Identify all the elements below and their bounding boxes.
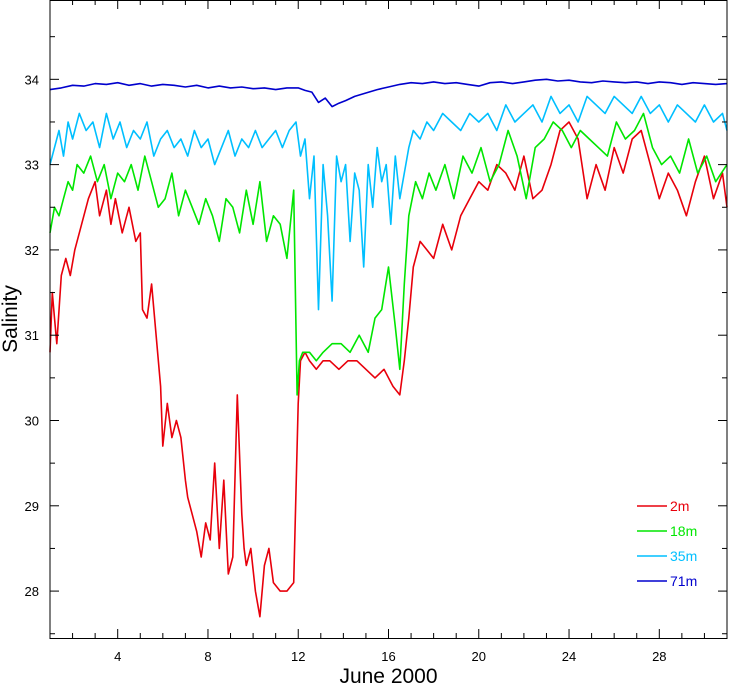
series-line-35m: [49, 95, 728, 311]
y-tick-label: 31: [25, 328, 39, 343]
series-line-71m: [49, 78, 728, 108]
plot-frame: [49, 0, 728, 639]
y-tick-label: 32: [25, 243, 39, 258]
y-tick-label: 33: [25, 158, 39, 173]
x-tick-label: 16: [381, 649, 395, 664]
legend-label-35m: 35m: [670, 548, 697, 564]
x-tick-label: 24: [562, 649, 576, 664]
legend-label-71m: 71m: [670, 573, 697, 589]
y-tick-label: 29: [25, 499, 39, 514]
tick-labels: 4 8 12 16 20 24 28 28 29 30 31 32 33 34: [25, 72, 667, 664]
y-tick-label: 30: [25, 414, 39, 429]
x-tick-label: 20: [472, 649, 486, 664]
legend-label-2m: 2m: [670, 498, 689, 514]
series-line-18m: [49, 112, 728, 396]
x-tick-label: 4: [114, 649, 121, 664]
legend-label-18m: 18m: [670, 523, 697, 539]
x-axis-title: June 2000: [339, 665, 437, 685]
y-tick-label: 34: [25, 72, 39, 87]
y-tick-label: 28: [25, 584, 39, 599]
tick-marks: [50, 0, 727, 638]
y-axis-title: Salinity: [0, 285, 22, 353]
x-tick-label: 8: [204, 649, 211, 664]
legend: 2m 18m 35m 71m: [637, 498, 697, 589]
x-tick-label: 28: [652, 649, 666, 664]
series-line-2m: [49, 121, 728, 618]
series-layer: [49, 78, 728, 618]
x-tick-label: 12: [291, 649, 305, 664]
